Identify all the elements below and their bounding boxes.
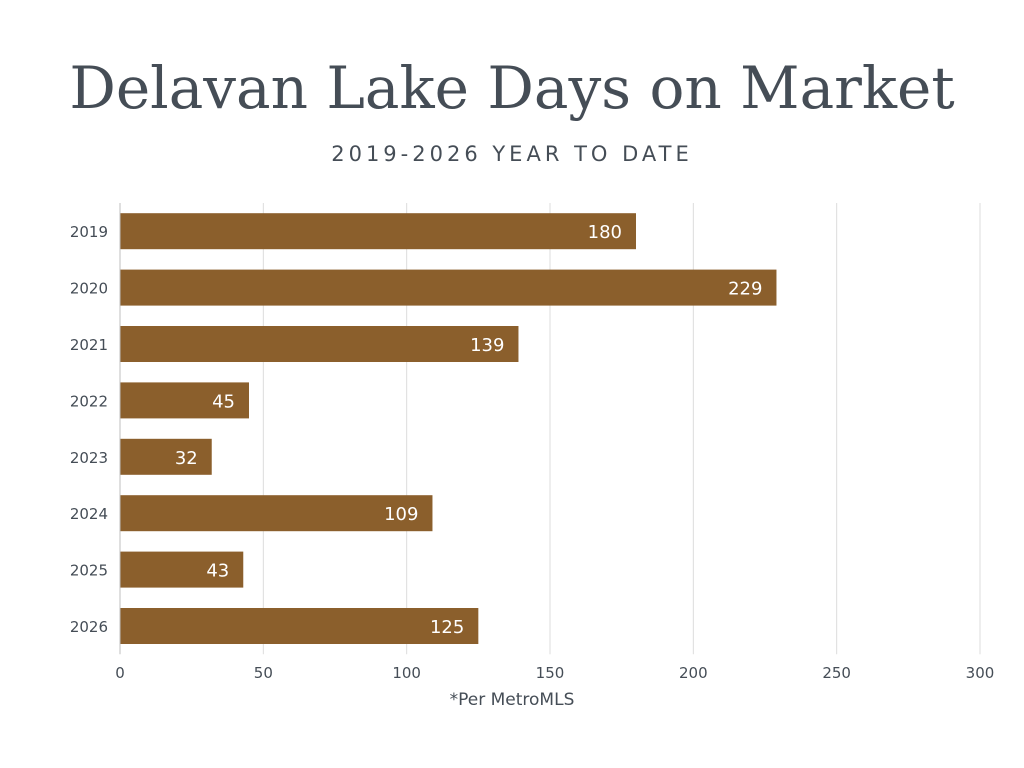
x-tick-label: 300	[966, 664, 995, 682]
source-footnote: *Per MetroMLS	[449, 690, 575, 710]
bar-2022	[120, 382, 249, 419]
x-tick-label: 50	[254, 664, 273, 682]
y-category-label: 2020	[70, 280, 108, 298]
bar-2024	[120, 495, 433, 532]
bar-2026	[120, 608, 479, 644]
y-category-label: 2025	[70, 562, 108, 580]
chart-title: Delavan Lake Days on Market	[69, 54, 955, 122]
x-tick-label: 0	[115, 664, 125, 682]
y-category-label: 2024	[70, 505, 108, 523]
bars: 180 229 139 45 32 109 43 125	[120, 213, 777, 644]
x-tick-label: 150	[536, 664, 565, 682]
bar-2020	[120, 269, 777, 306]
y-category-label: 2021	[70, 336, 108, 354]
bar-2019	[120, 213, 636, 250]
x-tick-label: 100	[392, 664, 421, 682]
x-tick-label: 250	[822, 664, 851, 682]
bar-value-label: 109	[384, 504, 418, 525]
chart-subtitle: 2019-2026 YEAR TO DATE	[331, 142, 693, 166]
bar-2021	[120, 326, 519, 362]
bar-2023	[120, 438, 212, 475]
axes: 0 50 100 150 200 250 300 2019 2020 2021 2022 2023 20…	[70, 203, 995, 682]
y-category-label: 2022	[70, 392, 108, 410]
x-tick-label: 200	[679, 664, 708, 682]
y-category-label: 2023	[70, 449, 108, 467]
bar-value-label: 43	[206, 561, 229, 582]
bar-value-label: 125	[430, 617, 464, 638]
bar-value-label: 139	[470, 335, 504, 356]
y-category-label: 2026	[70, 618, 108, 636]
bar-value-label: 32	[175, 448, 198, 469]
y-category-label: 2019	[70, 223, 108, 241]
bar-value-label: 45	[212, 391, 235, 412]
bar-value-label: 229	[728, 279, 762, 300]
bar-2025	[120, 551, 244, 588]
bar-value-label: 180	[588, 222, 622, 243]
